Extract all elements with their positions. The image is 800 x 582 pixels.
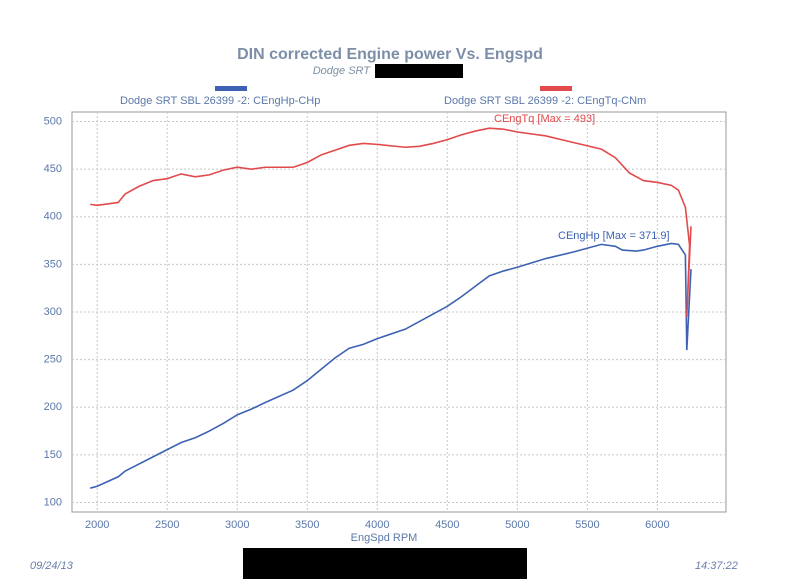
series-line [89,242,692,489]
y-tick-label: 200 [44,401,62,413]
y-tick-label: 400 [44,211,62,223]
y-tick-label: 450 [44,163,62,175]
y-tick-label: 500 [44,115,62,127]
y-tick-label: 350 [44,258,62,270]
footer-date: 09/24/13 [30,560,74,572]
footer-time: 14:37:22 [695,560,738,572]
x-tick-label: 6000 [645,519,669,531]
x-tick-label: 2500 [155,519,179,531]
legend-swatch [215,86,247,91]
x-tick-label: 4000 [365,519,389,531]
x-tick-label: 4500 [435,519,459,531]
annotation: CEngTq [Max = 493] [494,113,595,125]
x-tick-label: 5000 [505,519,529,531]
x-tick-label: 3500 [295,519,319,531]
legend-label: Dodge SRT SBL 26399 -2: CEngTq-CNm [444,95,646,107]
annotation: CEngHp [Max = 371.9] [558,230,670,242]
redaction [243,548,527,579]
series-line [90,127,692,317]
y-tick-label: 150 [44,449,62,461]
x-axis-label: EngSpd RPM [351,532,418,544]
x-tick-label: 5500 [575,519,599,531]
legend-label: Dodge SRT SBL 26399 -2: CEngHp-CHp [120,95,320,107]
redaction [375,64,463,78]
chart-title: DIN corrected Engine power Vs. Engspd [237,46,543,63]
y-tick-label: 250 [44,354,62,366]
legend-swatch [540,86,572,91]
chart-subtitle: Dodge SRT [313,65,372,77]
x-tick-label: 3000 [225,519,249,531]
y-tick-label: 100 [44,496,62,508]
x-tick-label: 2000 [85,519,109,531]
y-tick-label: 300 [44,306,62,318]
